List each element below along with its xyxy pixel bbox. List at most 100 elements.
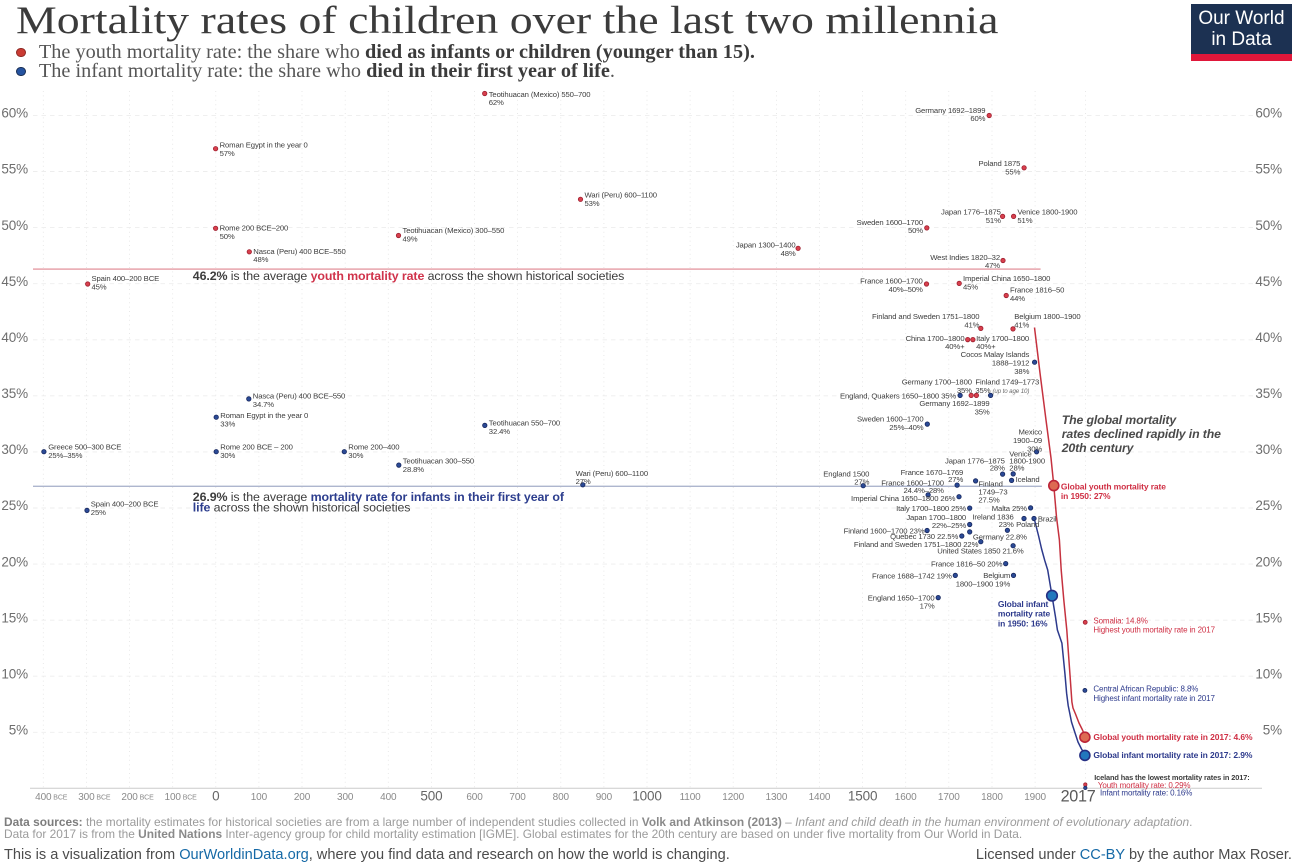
svg-text:life across the shown historic: life across the shown historical societi… <box>193 501 411 515</box>
svg-text:41%: 41% <box>964 321 979 330</box>
svg-text:1800–1900 19%: 1800–1900 19% <box>956 580 1011 589</box>
svg-text:Roman Egypt in the year 0: Roman Egypt in the year 0 <box>220 411 308 420</box>
svg-text:BCE: BCE <box>96 795 110 802</box>
svg-text:Rome 200 BCE–200: Rome 200 BCE–200 <box>220 224 289 233</box>
svg-text:62%: 62% <box>489 98 504 107</box>
svg-text:22%–25%: 22%–25% <box>932 521 966 530</box>
svg-text:Cocos Malay Islands: Cocos Malay Islands <box>961 350 1030 359</box>
svg-text:45%: 45% <box>963 283 978 292</box>
svg-text:45%: 45% <box>1255 274 1282 289</box>
svg-text:1749–73: 1749–73 <box>978 488 1007 497</box>
svg-text:Imperial China 1650–1800 26%: Imperial China 1650–1800 26% <box>851 494 956 503</box>
svg-text:Spain 400–200 BCE: Spain 400–200 BCE <box>91 500 159 509</box>
svg-text:Iceland has the lowest mortali: Iceland has the lowest mortality rates i… <box>1094 773 1249 782</box>
svg-text:35%: 35% <box>1 386 28 401</box>
svg-text:Teotihuacan (Mexico) 550–700: Teotihuacan (Mexico) 550–700 <box>489 90 591 99</box>
svg-text:47%: 47% <box>985 261 1000 270</box>
svg-text:Germany 22.8%: Germany 22.8% <box>973 532 1027 541</box>
svg-text:Spain 400–200 BCE: Spain 400–200 BCE <box>92 274 160 283</box>
svg-text:45%: 45% <box>92 282 107 291</box>
svg-text:Italy 1700–1800: Italy 1700–1800 <box>976 334 1029 343</box>
svg-text:Roman Egypt in the year 0: Roman Egypt in the year 0 <box>220 141 308 150</box>
svg-text:Sweden 1600–1700: Sweden 1600–1700 <box>857 415 923 424</box>
svg-text:1300: 1300 <box>766 792 788 803</box>
svg-text:30%: 30% <box>1027 444 1042 453</box>
svg-text:Belgium 1800–1900: Belgium 1800–1900 <box>1014 312 1080 321</box>
svg-text:West Indies 1820–32: West Indies 1820–32 <box>930 253 1000 262</box>
svg-text:200: 200 <box>294 792 311 803</box>
svg-text:BCE: BCE <box>53 795 67 802</box>
svg-text:25%: 25% <box>1 498 28 513</box>
svg-text:Global infant mortality rate i: Global infant mortality rate in 2017: 2.… <box>1093 750 1252 760</box>
svg-text:25%–40%: 25%–40% <box>889 423 923 432</box>
svg-text:34.7%: 34.7% <box>253 400 274 409</box>
svg-text:Japan 1700–1800: Japan 1700–1800 <box>906 513 966 522</box>
svg-text:Brazil: Brazil <box>1038 515 1057 524</box>
svg-text:800: 800 <box>553 792 570 803</box>
svg-text:25%: 25% <box>1255 498 1282 513</box>
svg-text:Central African Republic: 8.8%: Central African Republic: 8.8% <box>1093 685 1198 694</box>
svg-text:17%: 17% <box>920 601 935 610</box>
svg-text:26.9% is the average mortality: 26.9% is the average mortality rate for … <box>193 490 565 504</box>
svg-text:Japan 1300–1400: Japan 1300–1400 <box>736 241 796 250</box>
svg-text:33%: 33% <box>220 420 235 429</box>
svg-text:France 1600–1700: France 1600–1700 <box>881 478 944 487</box>
svg-text:1900: 1900 <box>1024 792 1046 803</box>
svg-text:40%+: 40%+ <box>976 342 996 351</box>
svg-text:France 1816–50 20%: France 1816–50 20% <box>931 560 1003 569</box>
svg-text:Somalia: 14.8%: Somalia: 14.8% <box>1093 616 1147 625</box>
svg-text:50%: 50% <box>1 218 28 233</box>
svg-text:United States 1850 21.6%: United States 1850 21.6% <box>937 547 1024 556</box>
svg-text:Finland and Sweden 1751–1800: Finland and Sweden 1751–1800 <box>872 312 979 321</box>
svg-text:Nasca (Peru) 400 BCE–550: Nasca (Peru) 400 BCE–550 <box>253 247 345 256</box>
svg-text:Wari (Peru) 600–1100: Wari (Peru) 600–1100 <box>576 469 648 478</box>
svg-text:30%: 30% <box>220 451 235 460</box>
svg-text:30%: 30% <box>348 451 363 460</box>
svg-text:27.5%: 27.5% <box>978 496 999 505</box>
svg-text:China 1700–1800: China 1700–1800 <box>906 334 965 343</box>
svg-text:45%: 45% <box>1 274 28 289</box>
svg-text:49%: 49% <box>403 235 418 244</box>
svg-text:40%–50%: 40%–50% <box>888 285 922 294</box>
svg-text:Mexico: Mexico <box>1018 428 1042 437</box>
svg-text:France 1816–50: France 1816–50 <box>1010 286 1064 295</box>
svg-text:Infant mortality rate: 0.16%: Infant mortality rate: 0.16% <box>1100 789 1192 798</box>
svg-text:35%: 35% <box>1255 386 1282 401</box>
svg-text:1700: 1700 <box>938 792 960 803</box>
svg-text:60%: 60% <box>1 106 28 121</box>
svg-text:51%: 51% <box>1017 216 1032 225</box>
svg-text:Global infant: Global infant <box>998 599 1049 609</box>
svg-text:Japan 1776–1875: Japan 1776–1875 <box>941 207 1001 216</box>
svg-text:700: 700 <box>509 792 526 803</box>
svg-text:5%: 5% <box>1263 723 1282 738</box>
svg-text:200: 200 <box>121 792 138 803</box>
svg-text:28%: 28% <box>1009 464 1024 473</box>
svg-text:Iceland: Iceland <box>1016 475 1040 484</box>
svg-text:Teotihuacan 550–700: Teotihuacan 550–700 <box>489 418 560 427</box>
svg-text:Imperial China 1650–1800: Imperial China 1650–1800 <box>963 274 1050 283</box>
svg-text:53%: 53% <box>585 199 600 208</box>
svg-text:Finland 1600–1700 23%: Finland 1600–1700 23% <box>844 527 925 536</box>
svg-text:rates declined rapidly in the: rates declined rapidly in the <box>1062 427 1221 441</box>
svg-text:10%: 10% <box>1 666 28 681</box>
svg-text:1900–09: 1900–09 <box>1013 436 1042 445</box>
svg-text:500: 500 <box>420 789 442 804</box>
svg-text:Malta 25%: Malta 25% <box>992 504 1028 513</box>
svg-text:35%: 35% <box>957 386 972 395</box>
svg-text:1000: 1000 <box>632 789 662 804</box>
svg-text:35%: 35% <box>975 407 990 416</box>
svg-text:France 1688–1742 19%: France 1688–1742 19% <box>872 571 952 580</box>
svg-text:Sweden 1600–1700: Sweden 1600–1700 <box>857 218 923 227</box>
svg-text:100: 100 <box>251 792 268 803</box>
svg-text:1200: 1200 <box>722 792 744 803</box>
svg-text:1800: 1800 <box>981 792 1003 803</box>
svg-text:Venice: Venice <box>1009 449 1031 458</box>
svg-text:England 1650–1700: England 1650–1700 <box>868 593 935 602</box>
svg-text:1500: 1500 <box>848 789 878 804</box>
svg-text:1800-1900: 1800-1900 <box>1009 457 1045 466</box>
svg-text:Highest youth mortality rate i: Highest youth mortality rate in 2017 <box>1093 626 1215 635</box>
svg-text:The global mortality: The global mortality <box>1062 413 1178 427</box>
svg-text:57%: 57% <box>220 149 235 158</box>
svg-text:Poland: Poland <box>1016 520 1039 529</box>
svg-text:400: 400 <box>35 792 52 803</box>
